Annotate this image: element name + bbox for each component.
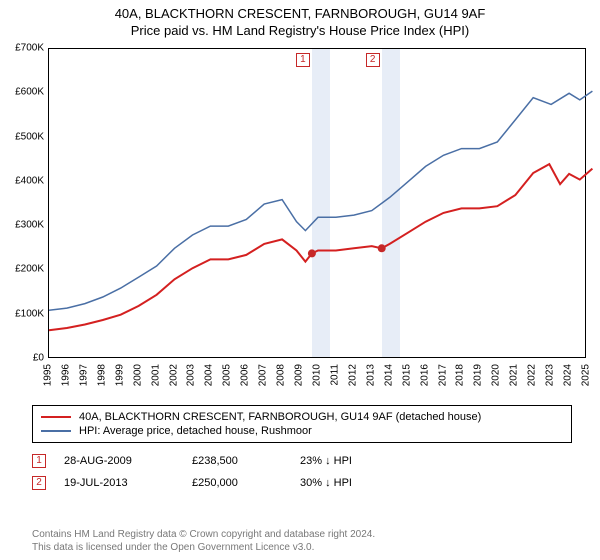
- x-tick-label: 2018: [455, 364, 466, 386]
- x-tick-label: 1997: [78, 364, 89, 386]
- plot-area: 12: [48, 48, 586, 358]
- y-tick-label: £600K: [15, 87, 44, 98]
- legend-row: 40A, BLACKTHORN CRESCENT, FARNBOROUGH, G…: [41, 410, 563, 424]
- x-tick-label: 2020: [491, 364, 502, 386]
- x-tick-label: 2025: [581, 364, 592, 386]
- marker-badge: 1: [32, 454, 46, 468]
- x-tick-label: 1999: [114, 364, 125, 386]
- diff-cell: 23% ↓ HPI: [300, 455, 410, 467]
- title-block: 40A, BLACKTHORN CRESCENT, FARNBOROUGH, G…: [0, 0, 600, 38]
- legend-label: HPI: Average price, detached house, Rush…: [79, 425, 312, 437]
- y-tick-label: £300K: [15, 220, 44, 231]
- y-tick-label: £500K: [15, 131, 44, 142]
- x-tick-label: 2023: [545, 364, 556, 386]
- y-tick-label: £400K: [15, 175, 44, 186]
- marker-badge: 2: [32, 476, 46, 490]
- transaction-point: [378, 244, 386, 252]
- transaction-point: [308, 249, 316, 257]
- y-tick-label: £100K: [15, 308, 44, 319]
- y-axis: £0£100K£200K£300K£400K£500K£600K£700K: [0, 48, 48, 358]
- x-tick-label: 2010: [312, 364, 323, 386]
- table-row: 2 19-JUL-2013 £250,000 30% ↓ HPI: [32, 472, 572, 494]
- x-tick-label: 2011: [329, 364, 340, 386]
- x-tick-label: 2013: [365, 364, 376, 386]
- price-cell: £250,000: [192, 477, 282, 489]
- x-tick-label: 2016: [419, 364, 430, 386]
- series-line-hpi: [49, 91, 592, 310]
- x-tick-label: 2022: [527, 364, 538, 386]
- x-tick-label: 2014: [383, 364, 394, 386]
- date-cell: 28-AUG-2009: [64, 455, 174, 467]
- legend-swatch: [41, 416, 71, 418]
- title-sub: Price paid vs. HM Land Registry's House …: [0, 23, 600, 38]
- y-tick-label: £0: [33, 353, 44, 364]
- x-tick-label: 2021: [509, 364, 520, 386]
- table-row: 1 28-AUG-2009 £238,500 23% ↓ HPI: [32, 450, 572, 472]
- x-tick-label: 2024: [563, 364, 574, 386]
- x-tick-label: 2006: [240, 364, 251, 386]
- footer: Contains HM Land Registry data © Crown c…: [32, 528, 375, 554]
- x-tick-label: 1995: [43, 364, 54, 386]
- y-tick-label: £700K: [15, 43, 44, 54]
- legend-swatch: [41, 430, 71, 432]
- x-tick-label: 2003: [186, 364, 197, 386]
- transactions-table: 1 28-AUG-2009 £238,500 23% ↓ HPI 2 19-JU…: [32, 450, 572, 494]
- x-tick-label: 2012: [347, 364, 358, 386]
- chart-svg: [49, 49, 585, 357]
- footer-line: Contains HM Land Registry data © Crown c…: [32, 528, 375, 541]
- x-tick-label: 2009: [294, 364, 305, 386]
- x-tick-label: 2001: [150, 364, 161, 386]
- x-tick-label: 2015: [401, 364, 412, 386]
- y-tick-label: £200K: [15, 264, 44, 275]
- x-tick-label: 2019: [473, 364, 484, 386]
- x-tick-label: 2008: [276, 364, 287, 386]
- x-tick-label: 2002: [168, 364, 179, 386]
- x-tick-label: 1996: [60, 364, 71, 386]
- footer-line: This data is licensed under the Open Gov…: [32, 541, 375, 554]
- x-tick-label: 2004: [204, 364, 215, 386]
- title-main: 40A, BLACKTHORN CRESCENT, FARNBOROUGH, G…: [0, 6, 600, 21]
- diff-cell: 30% ↓ HPI: [300, 477, 410, 489]
- band-marker-label: 1: [296, 53, 310, 67]
- x-tick-label: 2000: [132, 364, 143, 386]
- x-tick-label: 2007: [258, 364, 269, 386]
- date-cell: 19-JUL-2013: [64, 477, 174, 489]
- legend-label: 40A, BLACKTHORN CRESCENT, FARNBOROUGH, G…: [79, 411, 481, 423]
- legend-row: HPI: Average price, detached house, Rush…: [41, 424, 563, 438]
- x-axis: 1995199619971998199920002001200220032004…: [48, 360, 586, 400]
- x-tick-label: 1998: [96, 364, 107, 386]
- x-tick-label: 2005: [222, 364, 233, 386]
- series-line-price_paid: [49, 164, 592, 330]
- x-tick-label: 2017: [437, 364, 448, 386]
- price-cell: £238,500: [192, 455, 282, 467]
- legend: 40A, BLACKTHORN CRESCENT, FARNBOROUGH, G…: [32, 405, 572, 443]
- band-marker-label: 2: [366, 53, 380, 67]
- chart-container: 40A, BLACKTHORN CRESCENT, FARNBOROUGH, G…: [0, 0, 600, 560]
